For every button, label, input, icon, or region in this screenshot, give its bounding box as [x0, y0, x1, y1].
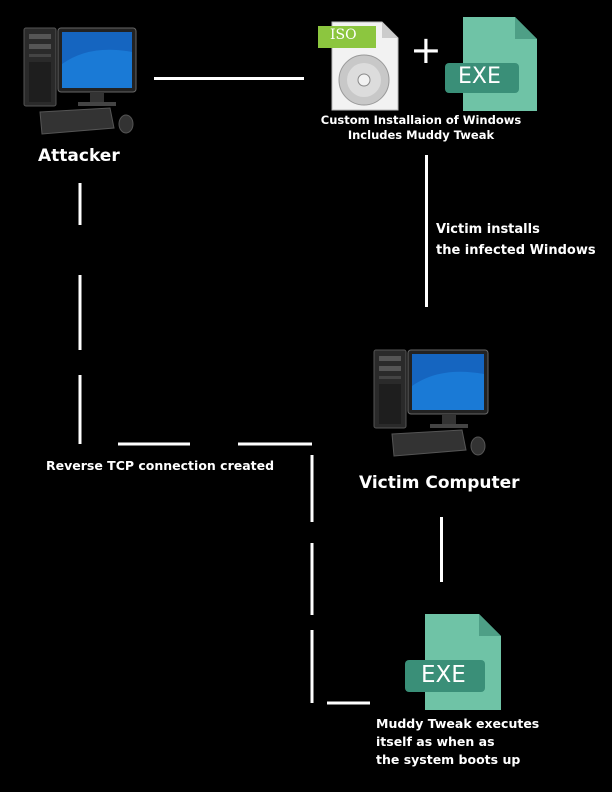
attacker-to-iso-connector	[154, 77, 304, 80]
exec-line2: itself as when as	[376, 734, 495, 749]
exec-line3: the system boots up	[376, 752, 521, 767]
plus-sign: +	[410, 28, 442, 72]
iso-caption-line1: Custom Installaion of Windows	[320, 113, 522, 127]
iso-caption: Custom Installaion of Windows Includes M…	[296, 113, 546, 143]
install-line2: the infected Windows	[436, 243, 596, 258]
muddy-tweak-exec-caption: Muddy Tweak executes itself as when as t…	[376, 715, 539, 769]
iso-disc-icon	[318, 21, 399, 111]
attacker-label: Attacker	[38, 146, 120, 166]
victim-installs-caption: Victim installs the infected Windows	[436, 219, 596, 261]
reverse-tcp-label: Reverse TCP connection created	[46, 458, 275, 473]
exe-badge-label-bottom: EXE	[421, 662, 466, 688]
iso-badge-label: ISO	[330, 27, 357, 43]
iso-to-victim-connector	[425, 155, 428, 307]
exe-badge-label-top: EXE	[458, 64, 501, 89]
victim-computer-icon	[373, 349, 489, 457]
exe-file-icon	[445, 17, 537, 111]
victim-computer-label: Victim Computer	[359, 473, 520, 493]
install-line1: Victim installs	[436, 222, 540, 237]
exe-file-icon-bottom	[405, 614, 501, 710]
attacker-computer-icon	[23, 27, 137, 135]
exec-line1: Muddy Tweak executes	[376, 716, 540, 731]
iso-caption-line2: Includes Muddy Tweak	[347, 128, 495, 142]
victim-to-exe-connector	[440, 517, 443, 582]
